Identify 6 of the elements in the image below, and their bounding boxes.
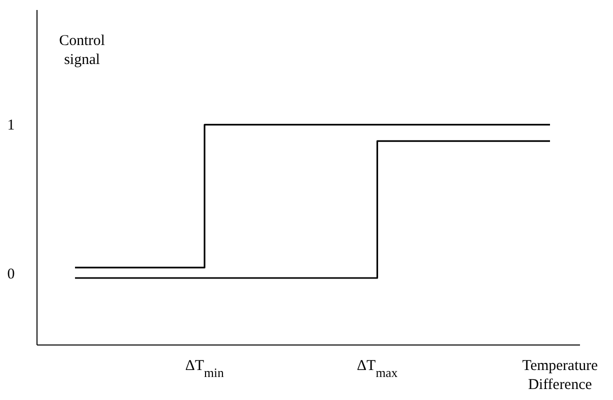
y-tick-label: 0 <box>7 266 15 283</box>
x-tick-label: ΔT$_{min}$ <box>185 358 224 380</box>
x-axis-title: Temperature Difference <box>522 358 598 393</box>
x-tick-label: ΔT$_{max}$ <box>356 358 398 380</box>
y-tick-label: 1 <box>7 118 15 134</box>
y-axis-title: Control signal <box>59 33 105 68</box>
